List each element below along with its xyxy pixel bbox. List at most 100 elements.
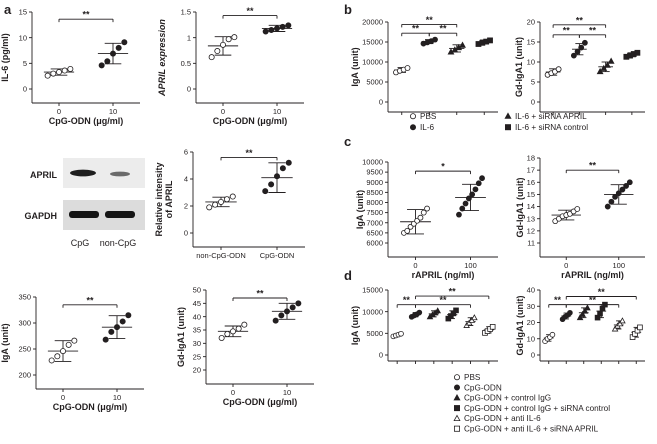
x-tick-label: 10 bbox=[283, 388, 291, 397]
data-point bbox=[567, 309, 573, 316]
y-tick-label: 350 bbox=[18, 293, 31, 302]
x-tick-label: non-CpG-ODN bbox=[196, 251, 246, 260]
data-point bbox=[623, 183, 629, 189]
significance-label: ** bbox=[246, 6, 254, 16]
significance-label: ** bbox=[589, 25, 597, 35]
data-point bbox=[456, 211, 462, 218]
data-point bbox=[104, 58, 111, 65]
data-point bbox=[584, 304, 591, 311]
significance-label: ** bbox=[589, 161, 597, 171]
y-axis-label: Gd-IgA1 (unit) bbox=[515, 178, 525, 238]
y-tick-label: 35 bbox=[193, 326, 201, 335]
y-tick-label: 18 bbox=[527, 154, 535, 163]
data-point bbox=[611, 325, 619, 332]
significance-label: ** bbox=[256, 289, 264, 299]
legend-label: CpG-ODN + control IgG bbox=[464, 394, 551, 403]
chart-b1: 0 5000 10000 15000 20000 IgA (unit) ** ** ** bbox=[350, 15, 498, 115]
data-point bbox=[604, 61, 611, 68]
significance-label: ** bbox=[563, 25, 571, 35]
significance-label: ** bbox=[439, 295, 447, 305]
data-point bbox=[208, 54, 215, 61]
y-axis-label: IgA (unit) bbox=[350, 47, 360, 86]
x-tick-label: 10 bbox=[273, 107, 281, 116]
data-point bbox=[60, 348, 67, 355]
data-point bbox=[262, 188, 269, 195]
legend-label: IL-6 bbox=[420, 123, 435, 132]
data-point bbox=[459, 41, 466, 48]
y-tick-label: 2 bbox=[184, 202, 188, 211]
data-point bbox=[619, 186, 626, 193]
y-tick-label: 0 bbox=[187, 85, 191, 94]
data-point bbox=[229, 328, 236, 335]
data-point bbox=[295, 300, 302, 307]
data-point bbox=[596, 67, 604, 75]
y-tick-label: 20 bbox=[527, 18, 535, 27]
significance-label: ** bbox=[576, 15, 584, 25]
y-tick-label: 0 bbox=[379, 98, 383, 107]
data-point bbox=[612, 193, 618, 200]
y-tick-label: 15000 bbox=[362, 38, 383, 47]
y-tick-label: 5000 bbox=[366, 78, 383, 87]
blot-row-label-april: APRIL bbox=[30, 170, 58, 180]
y-tick-label: 0 bbox=[379, 351, 383, 360]
data-point bbox=[219, 41, 226, 48]
data-point bbox=[56, 69, 63, 76]
y-tick-label: 9000 bbox=[366, 178, 383, 187]
data-point bbox=[61, 67, 68, 74]
data-point bbox=[268, 181, 275, 188]
legend-label: PBS bbox=[420, 112, 437, 121]
y-tick-label: 5 bbox=[531, 78, 535, 87]
data-point bbox=[453, 307, 459, 314]
legend-label: IL-6 + siRNA control bbox=[515, 123, 588, 132]
data-point bbox=[235, 325, 242, 332]
data-point bbox=[285, 159, 292, 166]
y-tick-label: 8500 bbox=[366, 188, 383, 197]
legend-label: IL-6 + siRNA APRIL bbox=[515, 112, 587, 121]
y-tick-label: 20 bbox=[193, 366, 201, 375]
x-tick-label: 0 bbox=[231, 388, 235, 397]
y-axis-label-text: IgA (unit) bbox=[0, 323, 10, 362]
x-axis-label: CpG-ODN (μg/ml) bbox=[223, 397, 298, 407]
y-tick-label: 40 bbox=[527, 286, 535, 295]
data-point bbox=[578, 44, 585, 51]
legend-label: CpG-ODN + anti IL-6 bbox=[464, 414, 541, 423]
data-point bbox=[432, 36, 438, 43]
y-tick-label: 9500 bbox=[366, 168, 383, 177]
y-tick-label: 7500 bbox=[366, 208, 383, 217]
data-point bbox=[615, 190, 622, 197]
data-point bbox=[574, 48, 581, 55]
data-point bbox=[489, 324, 496, 330]
data-point bbox=[285, 22, 292, 29]
data-point bbox=[268, 26, 275, 33]
data-point bbox=[224, 330, 231, 337]
significance-label: ** bbox=[589, 295, 597, 305]
y-tick-label: 30 bbox=[193, 339, 201, 348]
y-axis-label-line: Relative intensity bbox=[154, 162, 164, 236]
blot-band-april-noncpg bbox=[110, 171, 130, 177]
x-tick-label: 0 bbox=[413, 261, 417, 270]
data-point bbox=[231, 34, 238, 41]
y-tick-label: 5 bbox=[23, 59, 27, 68]
y-axis-label-text: IgA (unit) bbox=[350, 47, 360, 86]
data-point bbox=[607, 57, 615, 64]
x-tick-label: 0 bbox=[221, 107, 225, 116]
x-tick-label: 100 bbox=[612, 261, 625, 270]
y-tick-label: 50 bbox=[193, 286, 201, 295]
legend-marker bbox=[453, 405, 460, 412]
legend-marker bbox=[504, 124, 511, 131]
data-point bbox=[289, 304, 296, 311]
data-point bbox=[608, 198, 615, 205]
blot-lane-label-cpg: CpG bbox=[71, 238, 90, 248]
data-point bbox=[420, 209, 427, 216]
legend-b: PBS IL-6 + siRNA APRIL IL-6 IL-6 + siRNA co… bbox=[409, 112, 588, 132]
data-point bbox=[600, 64, 608, 71]
y-axis-label: Gd-IgA1 (unit) bbox=[515, 296, 525, 356]
y-axis-label-text: Gd-IgA1 (unit) bbox=[514, 37, 524, 97]
y-tick-label: 25 bbox=[193, 352, 201, 361]
data-point bbox=[398, 330, 404, 337]
